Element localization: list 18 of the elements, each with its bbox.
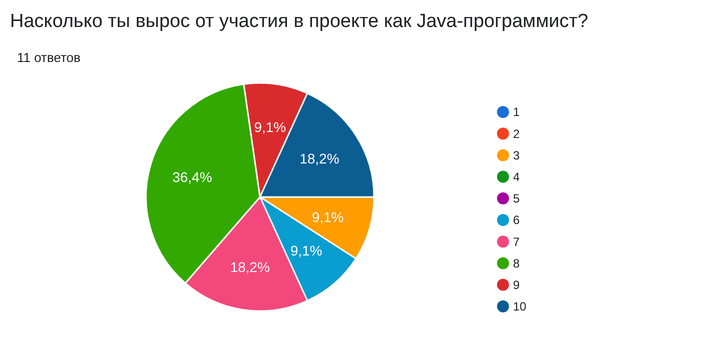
legend-label: 8 (513, 256, 520, 270)
data-label: 18,2% (300, 150, 340, 167)
data-label: 9,1% (254, 118, 286, 135)
legend-label: 7 (513, 234, 520, 249)
data-label: 9,1% (312, 208, 344, 225)
legend-label: 1 (513, 105, 520, 120)
chart-title: Насколько ты вырос от участия в проекте как Java-программист? (10, 11, 588, 32)
data-label: 9,1% (290, 242, 322, 258)
legend-label: 9 (513, 278, 520, 292)
data-label: 18,2% (230, 258, 270, 275)
legend-label: 2 (513, 126, 520, 141)
legend-label: 3 (513, 148, 520, 162)
legend-label: 4 (513, 170, 520, 184)
legend-label: 5 (513, 192, 520, 206)
legend-label: 10 (513, 300, 527, 314)
legend-label: 6 (513, 213, 520, 228)
data-label: 36,4% (172, 168, 212, 185)
chart-subtitle: 11 ответов (17, 50, 81, 65)
